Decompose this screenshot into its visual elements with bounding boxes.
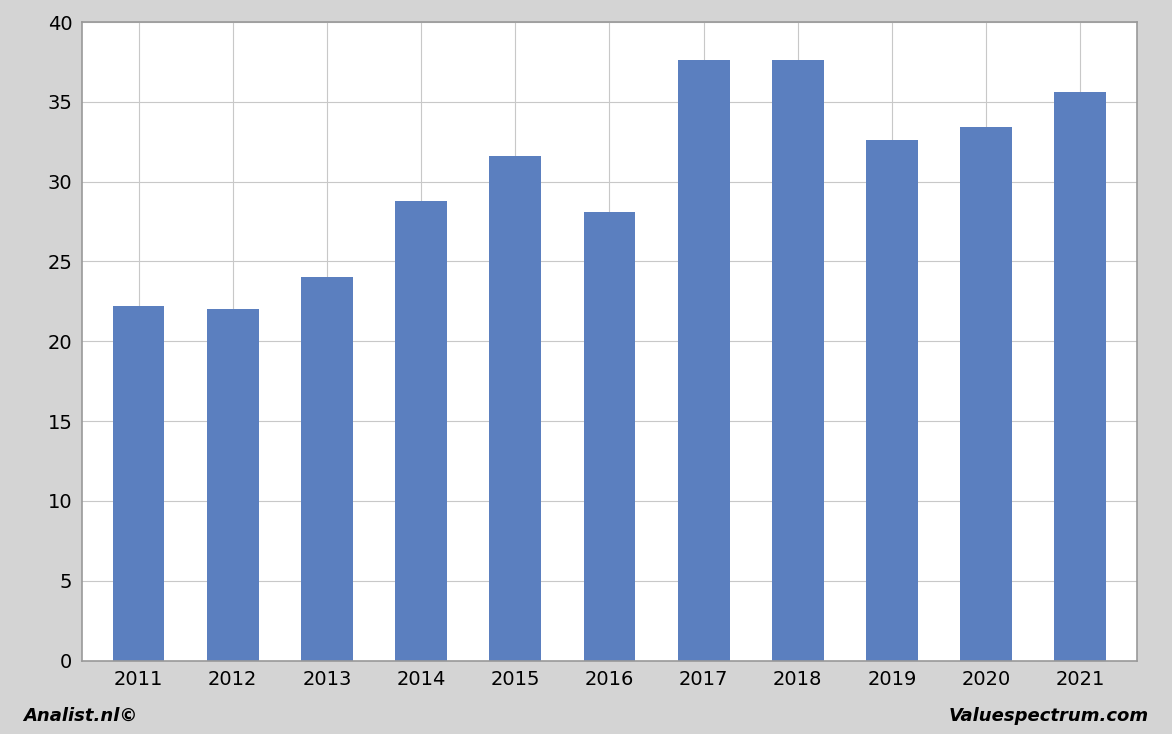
Bar bbox=[677, 60, 729, 661]
Bar bbox=[1055, 92, 1106, 661]
Bar bbox=[866, 140, 918, 661]
Bar bbox=[960, 128, 1013, 661]
Bar bbox=[113, 306, 164, 661]
Bar bbox=[490, 156, 541, 661]
Bar bbox=[772, 60, 824, 661]
Text: Analist.nl©: Analist.nl© bbox=[23, 707, 138, 725]
Text: Valuespectrum.com: Valuespectrum.com bbox=[948, 707, 1149, 725]
Bar bbox=[206, 310, 259, 661]
Bar bbox=[584, 212, 635, 661]
Bar bbox=[301, 277, 353, 661]
Bar bbox=[395, 201, 447, 661]
